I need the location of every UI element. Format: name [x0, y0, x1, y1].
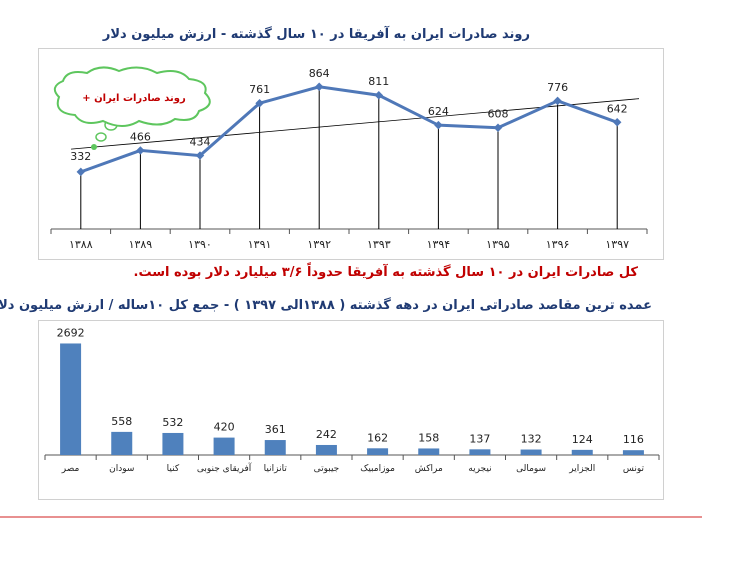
- data-label: 466: [130, 130, 151, 143]
- cloud-bubble-medium: [95, 132, 107, 142]
- data-label: 332: [70, 150, 91, 163]
- cloud-shape: [53, 66, 211, 127]
- category-label: مصر: [61, 464, 80, 474]
- data-label: 137: [469, 432, 490, 445]
- bar: [469, 449, 491, 455]
- x-tick-label: ۱۳۸۹: [129, 238, 153, 251]
- data-label: 242: [316, 428, 337, 441]
- bar: [60, 343, 82, 455]
- data-label: 434: [190, 136, 211, 149]
- data-label: 361: [265, 423, 286, 436]
- x-tick-label: ۱۳۹۰: [188, 238, 212, 251]
- bar: [315, 444, 337, 455]
- line-chart-frame: 332 466 434 761 864 811 624 608 776 642 ۱۳۸۸ ۱۳۸۹ ۱۳…: [38, 48, 664, 260]
- category-label: تونس: [623, 464, 645, 474]
- bar-chart-title: عمده ترین مقاصد صادراتی ایران در دهه گذش…: [0, 298, 652, 313]
- data-point: [136, 146, 145, 155]
- category-label: سومالی: [516, 464, 546, 474]
- data-point: [434, 120, 443, 130]
- category-label: الجزایر: [568, 464, 595, 474]
- bar: [111, 431, 133, 455]
- data-label: 864: [309, 67, 330, 80]
- data-label: 162: [367, 431, 388, 444]
- data-label: 624: [428, 105, 449, 118]
- line-chart-title: روند صادرات ایران به آفریقا در ۱۰ سال گذ…: [102, 27, 530, 42]
- x-tick-label: ۱۳۹۱: [248, 238, 272, 251]
- data-label: 420: [214, 421, 235, 434]
- data-point: [195, 151, 205, 160]
- series-line: [80, 85, 618, 174]
- category-label: نیجریه: [468, 464, 491, 474]
- data-label: 132: [521, 433, 542, 446]
- data-label: 811: [368, 75, 389, 88]
- data-point: [314, 82, 324, 92]
- data-label: 776: [547, 81, 568, 94]
- category-label: جیبوتی: [314, 464, 340, 474]
- category-label: سودان: [109, 464, 134, 474]
- bar: [418, 448, 440, 455]
- bar: [367, 448, 389, 455]
- divider-line: [0, 516, 702, 518]
- data-label: 2692: [57, 326, 85, 339]
- cloud-callout: روند صادرات ایران +: [53, 66, 211, 150]
- data-label: 532: [162, 416, 183, 429]
- summary-text: کل صادرات ایران در ۱۰ سال گذشته به آفریق…: [133, 265, 638, 280]
- cloud-label: روند صادرات ایران +: [82, 93, 186, 104]
- category-label: آفریقای جنوبی: [197, 462, 252, 474]
- x-tick-label: ۱۳۹۵: [486, 238, 510, 251]
- category-label: مراکش: [415, 464, 443, 474]
- data-label: 761: [249, 83, 270, 96]
- cloud-bubble-small: [91, 144, 97, 150]
- category-label: تانزانیا: [264, 464, 288, 474]
- line-chart: 332 466 434 761 864 811 624 608 776 642 ۱۳۸۸ ۱۳۸۹ ۱۳…: [50, 66, 648, 251]
- category-label: کنیا: [167, 464, 180, 474]
- x-tick-label: ۱۳۹۶: [546, 238, 570, 251]
- data-point: [493, 123, 503, 132]
- x-tick-label: ۱۳۹۲: [307, 238, 331, 251]
- data-label: 642: [607, 102, 628, 115]
- bar-chart: 2692 مصر 558 سودان 532 کنیا 420 آفریقای جنوبی 36…: [44, 326, 660, 474]
- category-label: موزامبیک: [360, 464, 395, 474]
- bar-chart-frame: 2692 مصر 558 سودان 532 کنیا 420 آفریقای جنوبی 36…: [38, 320, 664, 500]
- bar: [520, 449, 542, 455]
- data-point: [374, 90, 384, 100]
- data-point: [255, 98, 264, 108]
- data-label: 608: [488, 108, 509, 121]
- data-label: 116: [623, 433, 644, 446]
- x-tick-label: ۱۳۹۷: [605, 238, 629, 251]
- bar: [622, 450, 644, 455]
- data-label: 158: [418, 431, 439, 444]
- x-tick-label: ۱۳۹۴: [427, 238, 451, 251]
- bar: [571, 449, 593, 455]
- data-label: 124: [572, 433, 593, 446]
- bar: [162, 432, 184, 455]
- x-tick-label: ۱۳۸۸: [69, 238, 93, 251]
- bar: [264, 440, 286, 455]
- bar: [213, 437, 235, 455]
- x-tick-label: ۱۳۹۳: [367, 238, 391, 251]
- data-label: 558: [111, 415, 132, 428]
- data-point: [612, 118, 622, 127]
- data-point: [76, 167, 86, 177]
